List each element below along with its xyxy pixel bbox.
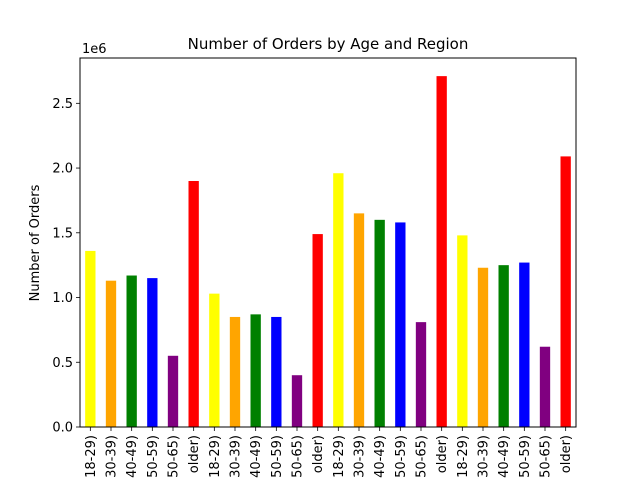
y-tick-label-1: 0.5 [52, 356, 73, 371]
plot-frame [79, 57, 577, 428]
x-tick-label-5: older) [187, 435, 202, 473]
bar-4 [167, 355, 179, 427]
x-tick-label-11: older) [311, 435, 326, 473]
y-axis-ticks: 0.0 0.5 1.0 1.5 2.0 2.5 [52, 97, 80, 436]
x-tick-label-21: 50-59) [518, 435, 533, 478]
x-axis-ticks: 18-29) 30-39) 40-49) 50-59) 50-65) older) 18-2… [84, 427, 574, 478]
bar-13 [353, 213, 365, 427]
bar-21 [519, 262, 530, 427]
bar-8 [250, 314, 261, 427]
x-tick-label-6: 18-29) [208, 435, 223, 478]
x-tick-label-17: older) [435, 435, 450, 473]
x-tick-label-7: 30-39) [229, 435, 244, 478]
y-tick-label-2: 1.0 [52, 291, 73, 306]
bar-11 [312, 234, 323, 427]
bar-1 [105, 280, 117, 427]
y-tick-label-3: 1.5 [52, 226, 73, 241]
x-tick-label-23: older) [559, 435, 574, 473]
bar-22 [539, 346, 551, 427]
bar-15 [395, 222, 406, 427]
y-axis-multiplier: 1e6 [82, 42, 107, 57]
y-tick-label-4: 2.0 [52, 162, 73, 177]
bar-19 [477, 267, 489, 427]
bar-20 [498, 265, 509, 427]
x-tick-label-10: 50-65) [291, 435, 306, 478]
x-tick-label-20: 40-49) [497, 435, 512, 478]
bars-group [85, 76, 571, 427]
x-tick-label-22: 50-65) [539, 435, 554, 478]
x-tick-label-18: 18-29) [456, 435, 471, 478]
x-tick-label-4: 50-65) [167, 435, 182, 478]
y-tick-label-5: 2.5 [52, 97, 73, 112]
bar-17 [436, 76, 447, 427]
x-tick-label-15: 50-59) [394, 435, 409, 478]
bar-7 [229, 316, 241, 427]
bar-3 [147, 278, 158, 427]
bar-0 [85, 250, 96, 427]
x-tick-label-3: 50-59) [146, 435, 161, 478]
x-tick-label-12: 18-29) [332, 435, 347, 478]
x-tick-label-2: 40-49) [125, 435, 140, 478]
bar-12 [333, 173, 344, 427]
x-tick-label-8: 40-49) [249, 435, 264, 478]
x-tick-label-1: 30-39) [105, 435, 120, 478]
bar-23 [560, 156, 571, 427]
bar-18 [457, 235, 468, 427]
bar-16 [415, 322, 427, 427]
bar-14 [374, 219, 385, 427]
bar-9 [271, 316, 282, 427]
bar-6 [209, 293, 220, 427]
x-tick-label-14: 40-49) [373, 435, 388, 478]
bar-2 [126, 275, 137, 427]
x-tick-label-19: 30-39) [477, 435, 492, 478]
y-axis-label: Number of Orders [28, 184, 43, 301]
chart-title: Number of Orders by Age and Region [188, 35, 469, 53]
bar-5 [188, 181, 199, 427]
x-tick-label-0: 18-29) [84, 435, 99, 478]
x-tick-label-16: 50-65) [415, 435, 430, 478]
y-tick-label-0: 0.0 [52, 421, 73, 436]
bar-10 [291, 375, 303, 427]
x-tick-label-9: 50-59) [270, 435, 285, 478]
x-tick-label-13: 30-39) [353, 435, 368, 478]
